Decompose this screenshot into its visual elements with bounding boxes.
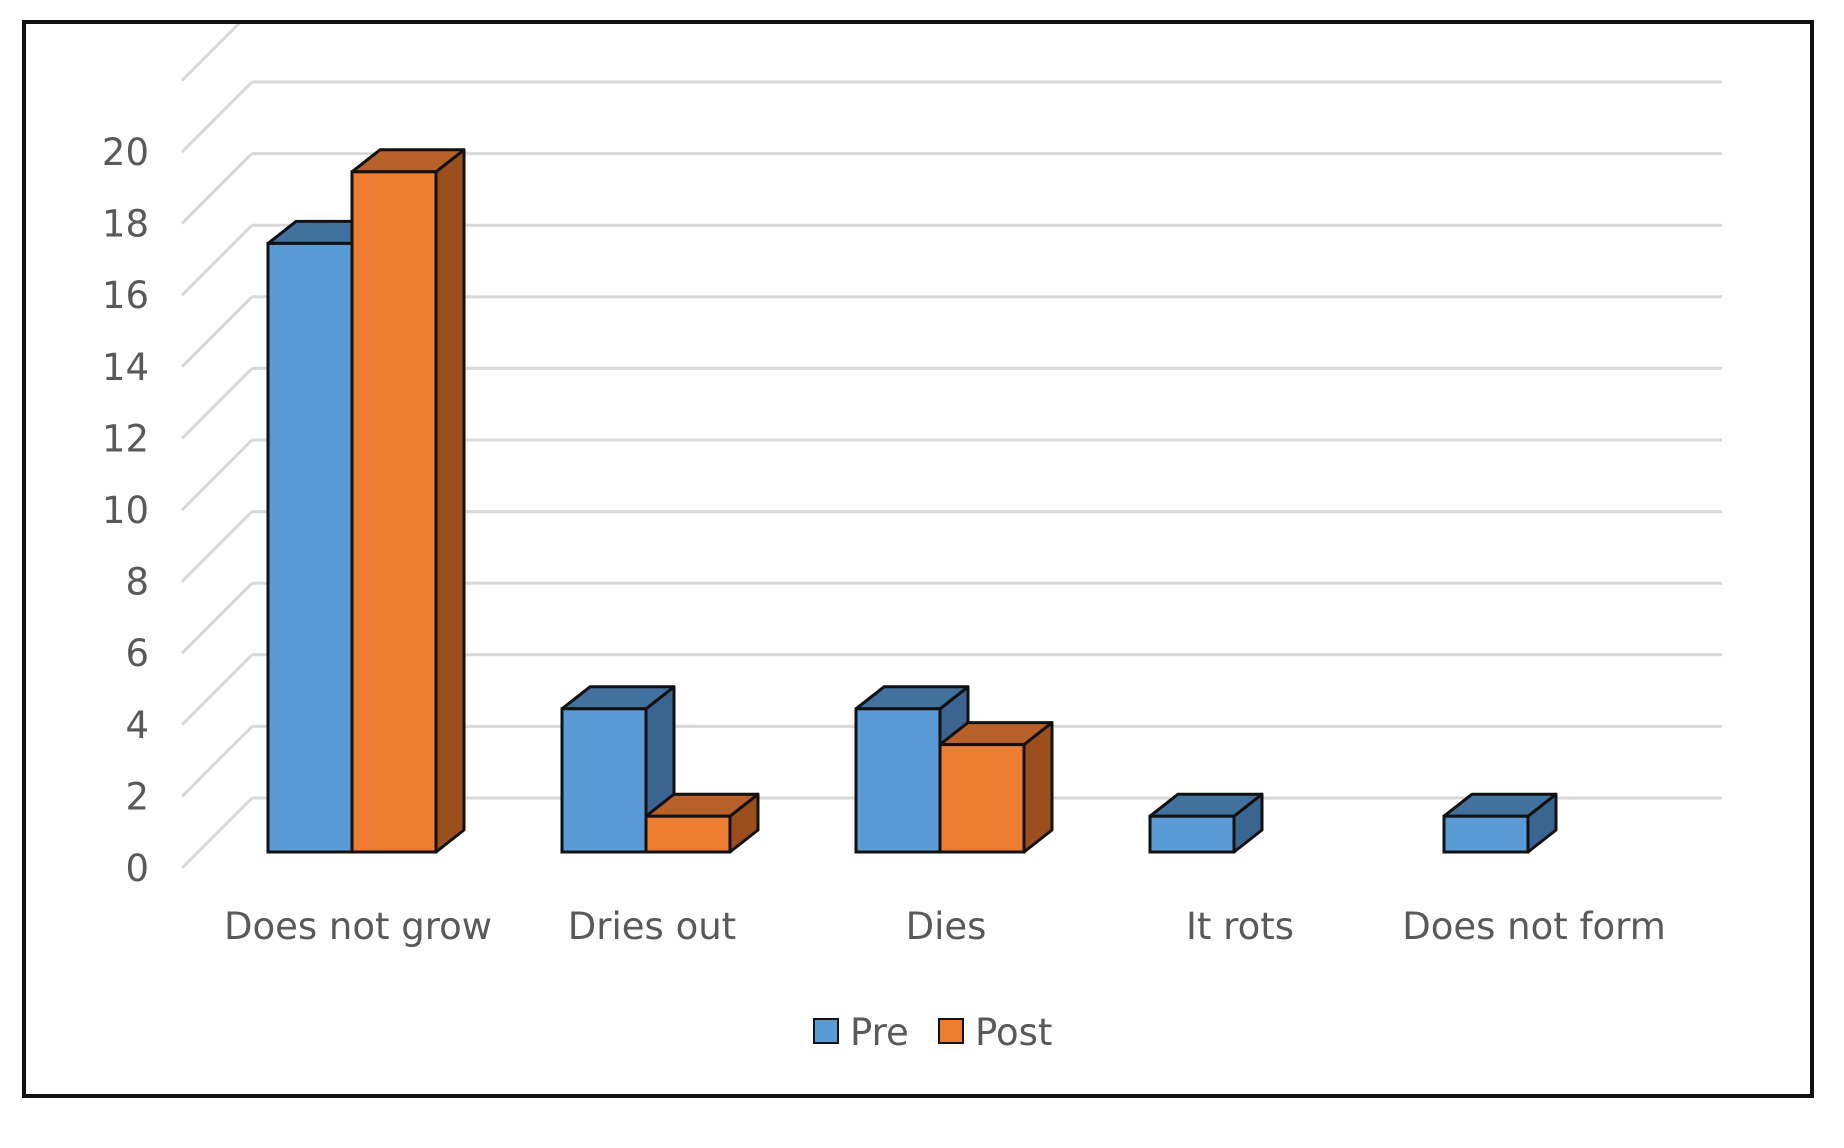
gridlines [180, 24, 1722, 870]
bar-pre-4 [1442, 792, 1558, 854]
y-axis-ticks: 0 2 4 6 8 10 12 14 16 18 20 [102, 131, 149, 890]
y-tick-label: 10 [102, 489, 149, 532]
category-label: Does not form [1402, 905, 1666, 948]
gridline-diagonal [180, 725, 254, 798]
y-tick-label: 4 [125, 704, 149, 747]
gridline-diagonal [180, 80, 254, 154]
y-tick-label: 12 [102, 417, 149, 460]
bar-front [1148, 814, 1236, 854]
legend-swatch-post [938, 1018, 964, 1044]
bar-post-1 [644, 792, 760, 854]
bar-side [434, 148, 466, 854]
bars [266, 148, 1558, 854]
gridline-diagonal [180, 653, 254, 726]
gridline-diagonal [180, 224, 254, 297]
category-label: Does not grow [224, 905, 492, 948]
category-label: It rots [1186, 905, 1294, 948]
bar-front [938, 743, 1026, 854]
gridline-diagonal [180, 24, 241, 82]
y-tick-label: 20 [102, 131, 149, 174]
legend-swatch-pre [813, 1018, 839, 1044]
bar-post-0 [350, 148, 466, 854]
legend-label-pre: Pre [850, 1011, 909, 1054]
y-tick-label: 0 [125, 847, 149, 890]
gridline-diagonal [180, 796, 254, 870]
gridline-diagonal [180, 582, 254, 655]
bar-chart: 0 2 4 6 8 10 12 14 16 18 20 Does not grow Dries out… [102, 24, 1722, 1054]
x-axis-categories: Does not grow Dries out Dies It rots Does no… [224, 905, 1666, 948]
bar-pre-3 [1148, 792, 1264, 854]
legend: Pre Post [813, 1011, 1052, 1054]
gridline-diagonal [180, 438, 254, 512]
y-tick-label: 2 [125, 775, 149, 818]
y-tick-label: 16 [102, 274, 149, 317]
gridline-diagonal [180, 510, 254, 583]
bar-front [560, 707, 648, 854]
category-label: Dies [906, 905, 987, 948]
y-tick-label: 18 [102, 203, 149, 246]
bar-front [644, 814, 732, 854]
gridline-diagonal [180, 367, 254, 440]
category-label: Dries out [568, 905, 736, 948]
y-tick-label: 8 [125, 561, 149, 604]
bar-front [1442, 814, 1530, 854]
bar-front [350, 170, 438, 854]
bar-post-2 [938, 721, 1054, 854]
bar-front [266, 241, 354, 854]
legend-label-post: Post [975, 1011, 1052, 1054]
gridline-diagonal [180, 295, 254, 368]
chart-frame: 0 2 4 6 8 10 12 14 16 18 20 Does not grow Dries out… [22, 20, 1814, 1098]
bar-front [854, 707, 942, 854]
gridline-diagonal [180, 152, 254, 225]
y-tick-label: 6 [125, 632, 149, 675]
y-tick-label: 14 [102, 346, 149, 389]
